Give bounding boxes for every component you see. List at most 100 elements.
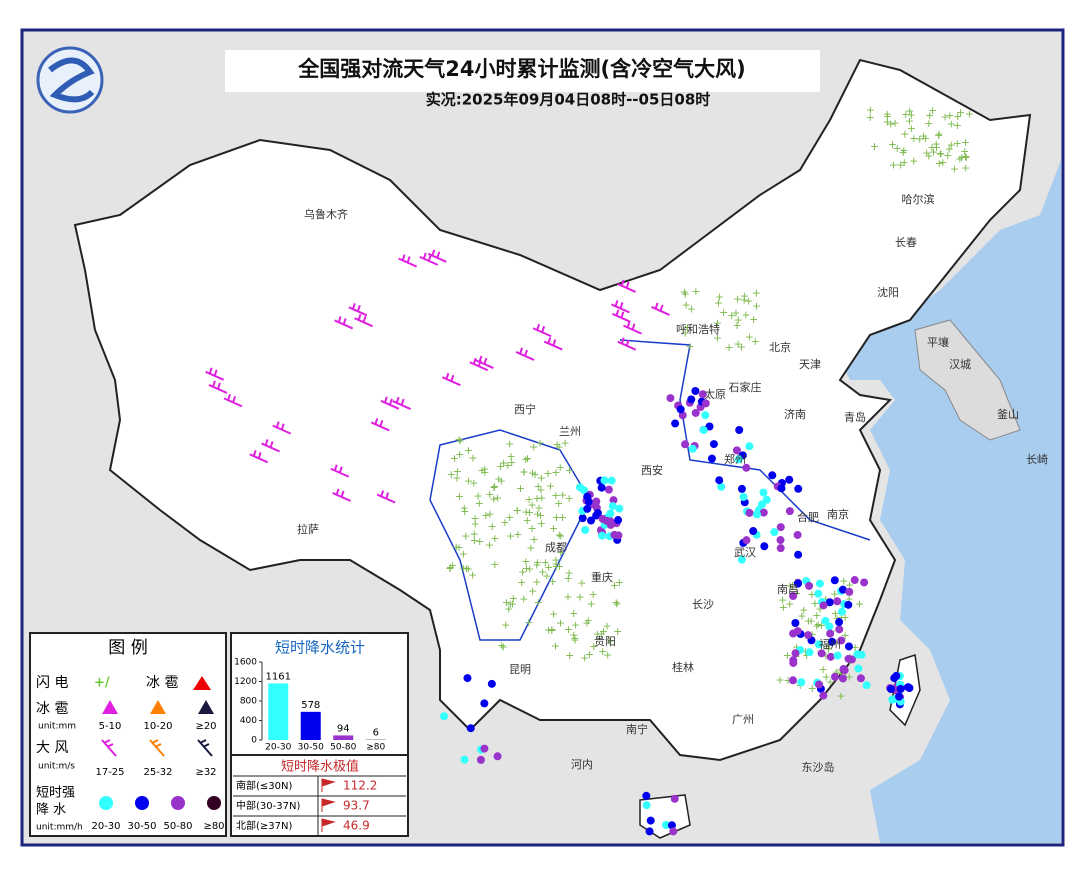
lightning-mark: + — [740, 293, 749, 306]
lightning-mark: + — [611, 596, 620, 609]
wind-barb — [249, 449, 269, 464]
city-label: 南京 — [827, 507, 849, 521]
rain-dot — [789, 656, 798, 665]
lightning-mark: + — [558, 511, 567, 524]
lightning-mark: + — [528, 522, 537, 535]
lightning-mark: + — [813, 618, 822, 631]
lightning-mark: + — [953, 119, 962, 132]
lightning-mark: + — [485, 488, 494, 501]
rain-dot — [860, 578, 869, 587]
lightning-mark: + — [752, 286, 761, 299]
rain-dot — [707, 454, 716, 463]
lightning-mark: + — [680, 286, 689, 299]
legend-unit: unit:mm/h — [36, 823, 83, 833]
subtitle: 实况:2025年09月04日08时--05日08时 — [426, 91, 711, 109]
city-label: 重庆 — [591, 570, 613, 584]
lightning-mark: + — [907, 122, 916, 135]
lightning-mark: + — [506, 597, 515, 610]
rain-dot — [742, 463, 751, 472]
lightning-mark: + — [807, 615, 816, 628]
rain-dot — [830, 672, 839, 681]
wind-barb — [261, 439, 280, 453]
lightning-mark: + — [960, 145, 969, 158]
wind-barb — [223, 394, 243, 408]
city-label: 合肥 — [797, 510, 819, 524]
rain-dot — [717, 482, 726, 491]
city-label: 平壤 — [927, 335, 949, 349]
lightning-mark: + — [564, 572, 573, 585]
rain-dot — [759, 508, 768, 517]
lightning-mark: + — [953, 137, 962, 150]
city-label: 桂林 — [672, 660, 694, 674]
lightning-mark: + — [541, 556, 550, 569]
lightning-mark: + — [532, 492, 541, 505]
lightning-mark: + — [537, 492, 546, 505]
x-tick-label: ≥80 — [366, 743, 385, 753]
lightning-mark: + — [779, 601, 788, 614]
bar-value: 6 — [373, 728, 379, 739]
rain-dot — [669, 827, 678, 836]
lightning-mark: + — [598, 645, 607, 658]
lightning-mark: + — [580, 651, 589, 664]
lightning-mark: + — [961, 150, 970, 163]
legend-label: 大 风 — [36, 740, 68, 756]
lightning-mark: + — [613, 598, 622, 611]
lightning-mark: + — [905, 114, 914, 127]
legend-level: 25-32 — [143, 767, 172, 778]
rain-dot — [844, 642, 853, 651]
rain-dot — [691, 386, 700, 395]
lightning-mark: + — [556, 461, 565, 474]
lightning-mark: + — [553, 438, 562, 451]
rain-symbol — [135, 796, 149, 810]
legend-unit: unit:m/s — [38, 762, 75, 772]
lightning-mark: + — [529, 441, 538, 454]
city-label: 釜山 — [997, 407, 1019, 421]
lightning-mark: + — [551, 554, 560, 567]
lightning-mark: + — [533, 508, 542, 521]
lightning-mark: + — [936, 147, 945, 160]
rain-dot — [676, 405, 685, 414]
lightning-mark: + — [950, 162, 959, 175]
lightning-mark: + — [534, 480, 543, 493]
rain-dot — [688, 444, 697, 453]
lightning-mark: + — [556, 546, 565, 559]
lightning-mark: + — [687, 302, 696, 315]
lightning-mark: + — [469, 477, 478, 490]
lightning-mark: + — [489, 492, 498, 505]
lightning-mark: + — [513, 528, 522, 541]
lightning-mark: + — [528, 584, 537, 597]
y-tick-label: 800 — [240, 697, 257, 707]
lightning-symbol: +/ — [94, 676, 110, 691]
lightning-mark: + — [532, 559, 541, 572]
lightning-mark: + — [883, 110, 892, 123]
lightning-mark: + — [957, 151, 966, 164]
river-basin — [429, 429, 591, 641]
lightning-mark: + — [681, 327, 690, 340]
lightning-mark: + — [744, 294, 753, 307]
legend-level: ≥80 — [203, 821, 224, 832]
lightning-mark: + — [505, 511, 514, 524]
lightning-mark: + — [530, 468, 539, 481]
lightning-mark: + — [925, 109, 934, 122]
lightning-mark: + — [558, 489, 567, 502]
lightning-mark: + — [552, 558, 561, 571]
lightning-mark: + — [516, 482, 525, 495]
lightning-mark: + — [945, 143, 954, 156]
lightning-mark: + — [499, 640, 508, 653]
rain-dot — [821, 616, 830, 625]
lightning-mark: + — [941, 111, 950, 124]
lightning-mark: + — [812, 619, 821, 632]
lightning-mark: + — [752, 300, 761, 313]
lightning-mark: + — [507, 456, 516, 469]
rain-dot — [837, 607, 846, 616]
rain-dot — [592, 511, 601, 520]
rain-dot — [776, 544, 785, 553]
wind-barb — [419, 252, 439, 266]
rain-dot — [737, 555, 746, 564]
lightning-mark: + — [817, 619, 826, 632]
lightning-mark: + — [900, 127, 909, 140]
lightning-mark: + — [824, 642, 833, 655]
rain-dot — [576, 483, 585, 492]
lightning-mark: + — [460, 505, 469, 518]
lightning-mark: + — [965, 108, 974, 121]
